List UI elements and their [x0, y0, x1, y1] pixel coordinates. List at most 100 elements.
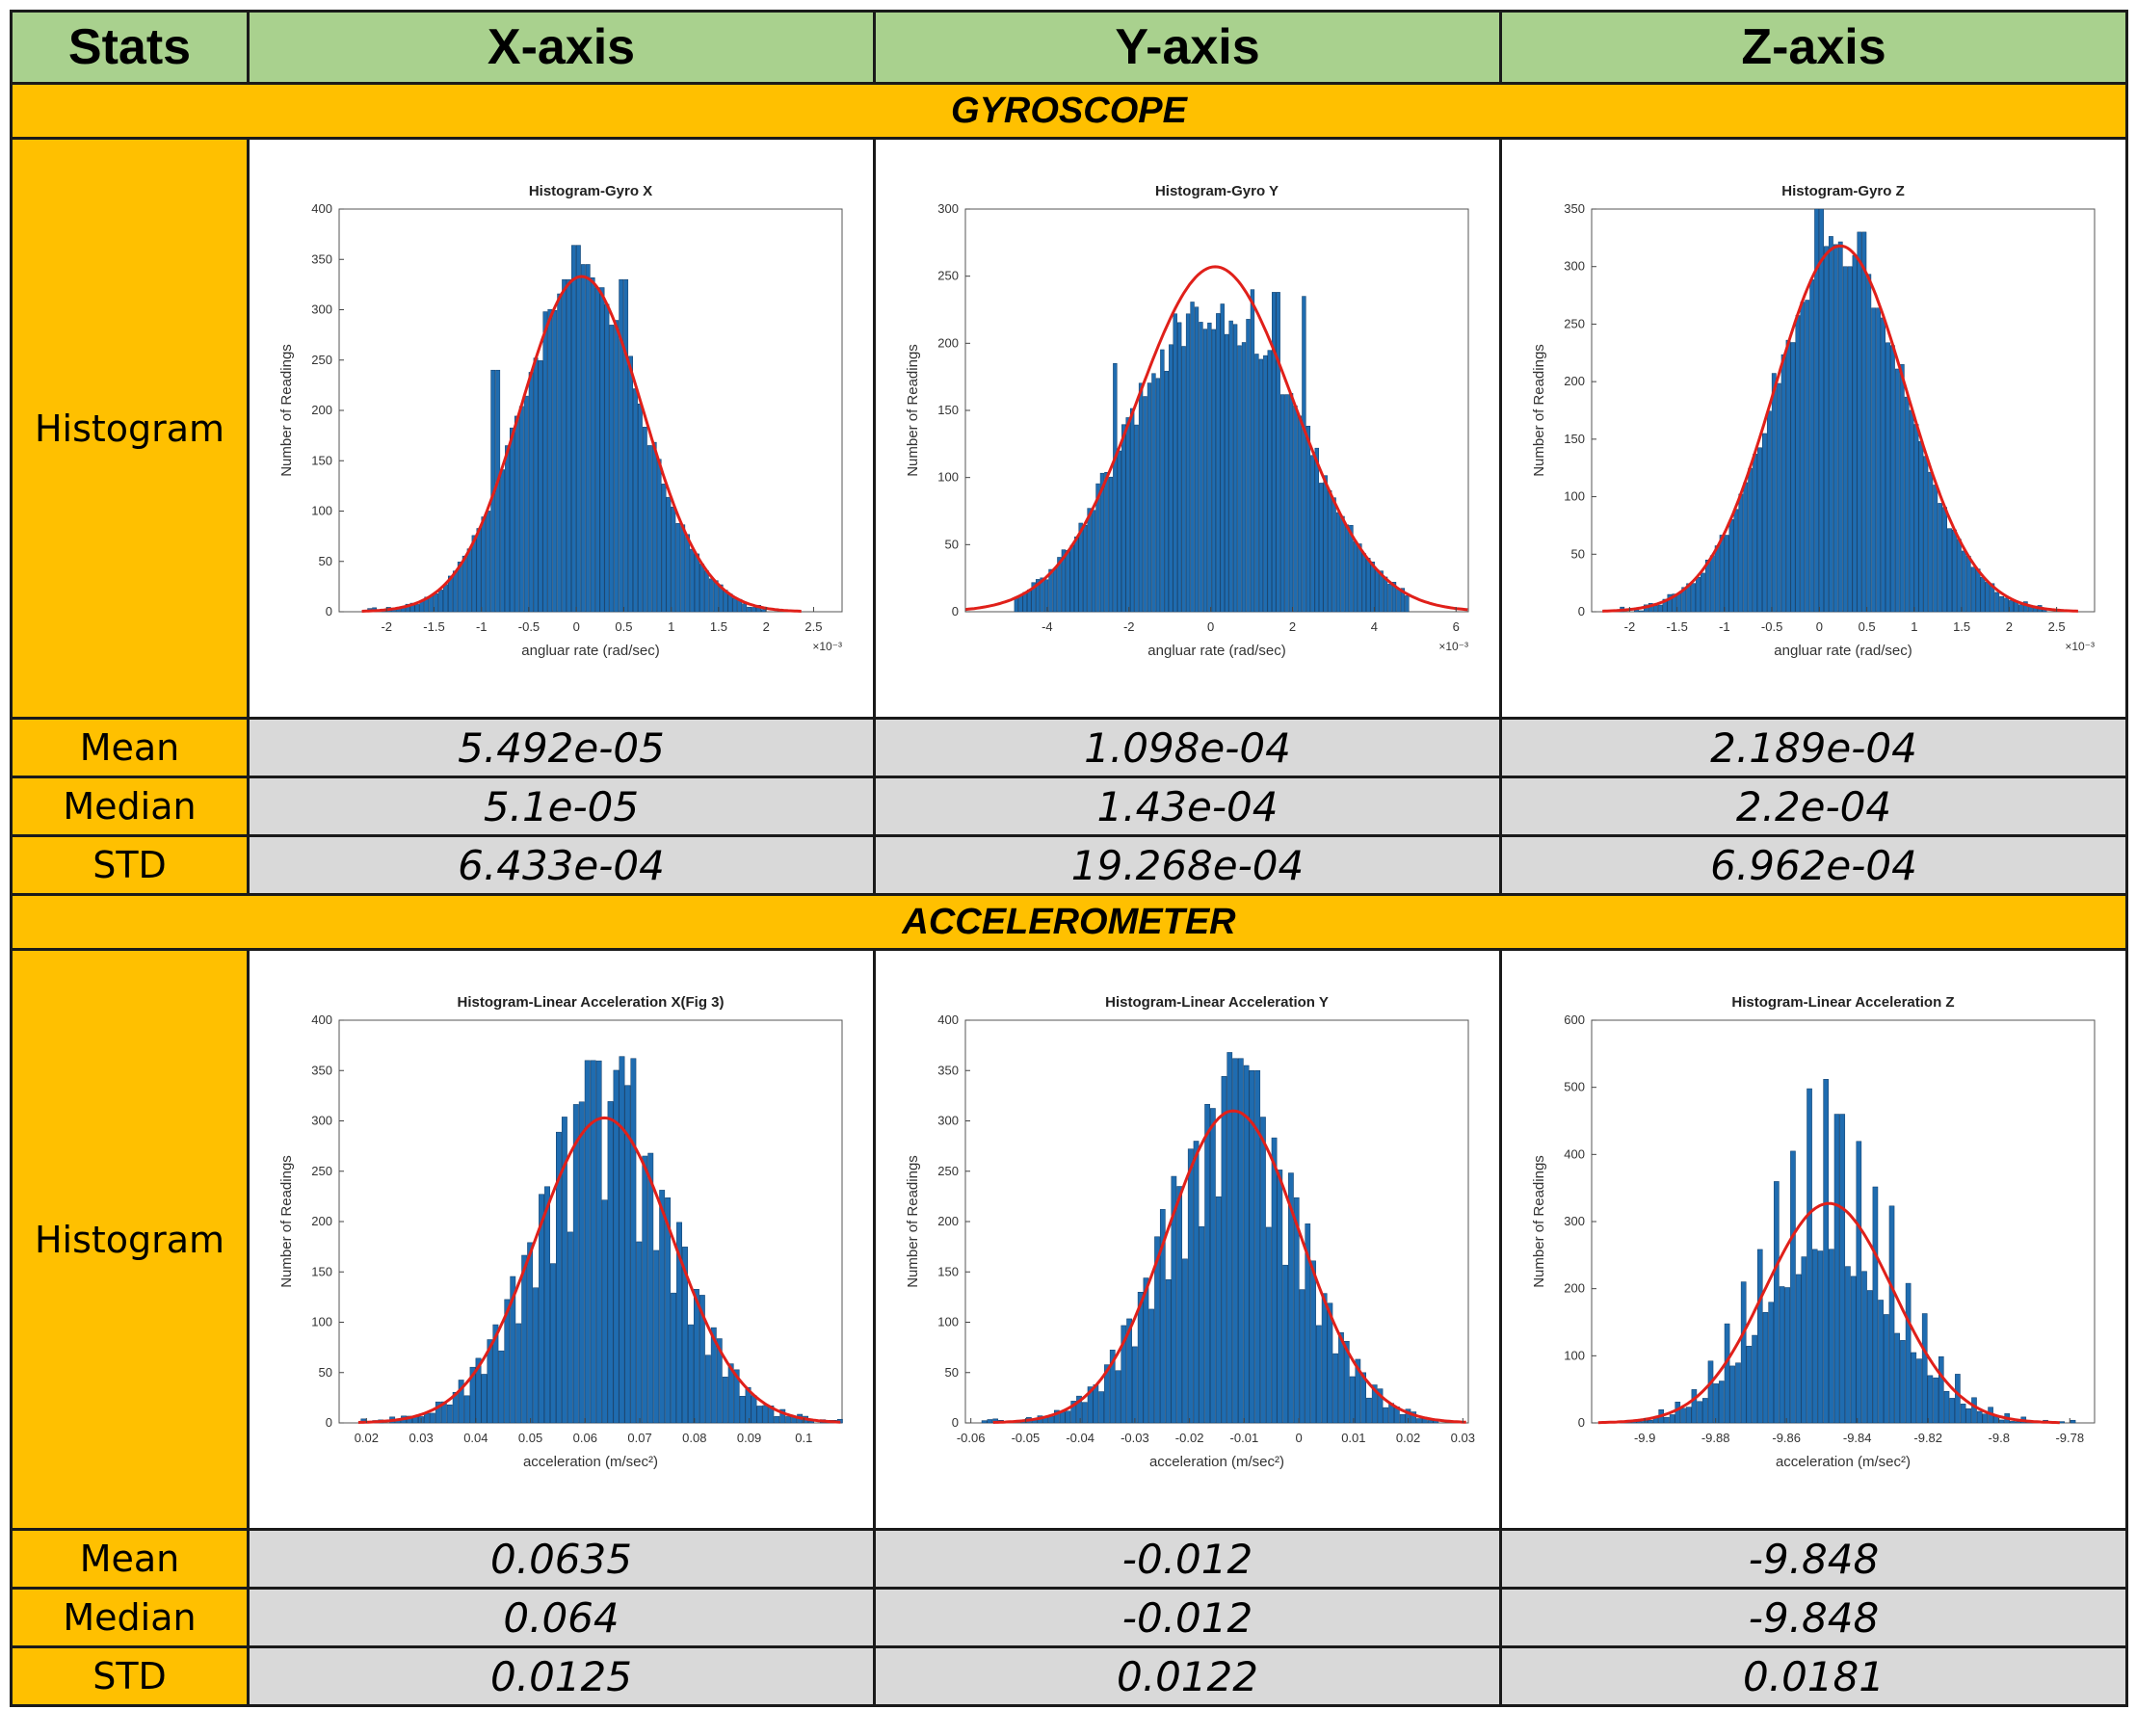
y-tick-label: 100	[311, 503, 332, 517]
histogram-bar	[1211, 329, 1216, 612]
histogram-bar	[1147, 381, 1151, 612]
accel-y-median: -0.012	[873, 1587, 1502, 1648]
x-tick-label: -2	[381, 619, 392, 634]
histogram-bar	[1153, 1235, 1160, 1423]
histogram-bar	[1993, 592, 1999, 612]
histogram-bar	[760, 608, 766, 612]
histogram-bar	[1099, 472, 1104, 612]
histogram-bar	[1889, 344, 1895, 612]
histogram-bar	[1097, 1390, 1104, 1423]
gyro-x-median: 5.1e-05	[247, 776, 876, 837]
y-tick-label: 250	[311, 352, 332, 366]
histogram-bar	[1155, 377, 1160, 612]
histogram-bar	[1391, 581, 1396, 612]
x-tick-label: -0.01	[1229, 1431, 1258, 1445]
histogram-bar	[739, 1395, 746, 1423]
y-tick-label: 150	[1564, 431, 1585, 445]
histogram-bar	[1065, 549, 1070, 612]
histogram-bar	[1337, 1331, 1344, 1423]
histogram-bar	[542, 310, 547, 612]
y-tick-label: 600	[1564, 1013, 1585, 1027]
histogram-bar	[604, 303, 609, 612]
accel-y-std: 0.0122	[873, 1645, 1502, 1707]
histogram-bar	[1165, 1278, 1171, 1423]
x-tick-label: -0.5	[1760, 619, 1781, 634]
histogram-bar	[1227, 320, 1233, 612]
gyro-z-mean: 2.189e-04	[1499, 717, 2128, 778]
gyro-y-median: 1.43e-04	[873, 776, 1502, 837]
histogram-bar	[1056, 556, 1062, 612]
histogram-bar	[1164, 370, 1169, 612]
histogram-bar	[429, 1412, 435, 1423]
histogram-bar	[1159, 1208, 1166, 1423]
x-tick-label: 0.05	[517, 1431, 541, 1445]
histogram-bar	[1150, 372, 1156, 612]
histogram-bar	[1203, 1103, 1210, 1423]
histogram-bar	[661, 483, 666, 612]
histogram-bar	[1918, 440, 1923, 612]
histogram-bar	[613, 1069, 619, 1423]
histogram-bar	[1888, 1205, 1894, 1423]
gyro-z-median: 2.2e-04	[1499, 776, 2128, 837]
y-tick-label: 50	[1570, 546, 1584, 561]
y-tick-label: 300	[1564, 1214, 1585, 1228]
histogram-bar	[1956, 538, 1962, 612]
histogram-bar	[1332, 1353, 1338, 1423]
histogram-bar	[703, 569, 709, 612]
histogram-accel-x: Histogram-Linear Acceleration X(Fig 3) 0.…	[278, 994, 843, 1470]
x-tick-label: -0.05	[1011, 1431, 1040, 1445]
histogram-bar	[635, 1241, 642, 1423]
histogram-bar	[1309, 454, 1315, 612]
histogram-bar	[1838, 1113, 1845, 1423]
histogram-bar	[1250, 288, 1254, 612]
histogram-bar	[1271, 291, 1276, 612]
histogram-bar	[514, 1323, 521, 1423]
histogram-bar	[1975, 567, 1980, 612]
histogram-bar	[1382, 1407, 1388, 1423]
histogram-bar	[414, 603, 419, 612]
histogram-bar	[1799, 301, 1805, 612]
histogram-bar	[746, 606, 752, 612]
histogram-bar	[446, 1404, 453, 1423]
histogram-bar	[442, 583, 448, 612]
bars	[1608, 1078, 2075, 1423]
histogram-bar	[731, 597, 737, 612]
histogram-bar	[1822, 1078, 1829, 1423]
x-tick-label: 2	[762, 619, 769, 634]
x-axis-label: acceleration (m/sec²)	[1775, 1454, 1910, 1470]
histogram-bar	[1348, 524, 1354, 612]
histogram-bar	[1279, 393, 1284, 612]
y-tick-label: 0	[1577, 604, 1584, 618]
histogram-bar	[1790, 341, 1795, 612]
histogram-bar	[1700, 572, 1705, 612]
y-tick-label: 350	[937, 1063, 959, 1077]
y-axis-label: Number of Readings	[905, 1155, 921, 1288]
histogram-bar	[1808, 278, 1814, 612]
histogram-bar	[1866, 1289, 1873, 1423]
chart-cell-gyro-y: Histogram-Gyro Y -4 -2 0 2 4 6 0 50 100 150 200 250 3…	[873, 137, 1502, 720]
y-tick-label: 100	[1564, 1348, 1585, 1362]
bars	[366, 244, 766, 612]
histogram-bar	[1245, 318, 1251, 612]
histogram-bar	[1202, 328, 1207, 612]
histogram-bar	[1014, 597, 1018, 612]
histogram-bar	[1856, 1140, 1861, 1423]
histogram-bar	[1885, 341, 1890, 612]
histogram-bar	[1386, 583, 1392, 612]
y-axis-label: Number of Readings	[1531, 1155, 1547, 1288]
y-axis-label: Number of Readings	[278, 344, 295, 477]
histogram-bar	[480, 515, 486, 612]
histogram-bar	[1069, 544, 1074, 612]
x-tick-label: -9.86	[1772, 1431, 1801, 1445]
y-tick-label: 300	[937, 1113, 959, 1127]
histogram-bar	[1742, 482, 1748, 612]
x-tick-label: 0	[1295, 1431, 1302, 1445]
histogram-bar	[518, 406, 524, 612]
histogram-bar	[1965, 555, 1971, 612]
histogram-bar	[551, 309, 557, 612]
histogram-bar	[487, 1338, 492, 1423]
y-tick-label: 300	[311, 1113, 332, 1127]
histogram-bar	[1804, 299, 1809, 612]
histogram-bar	[1297, 415, 1302, 612]
y-tick-label: 400	[311, 201, 332, 216]
